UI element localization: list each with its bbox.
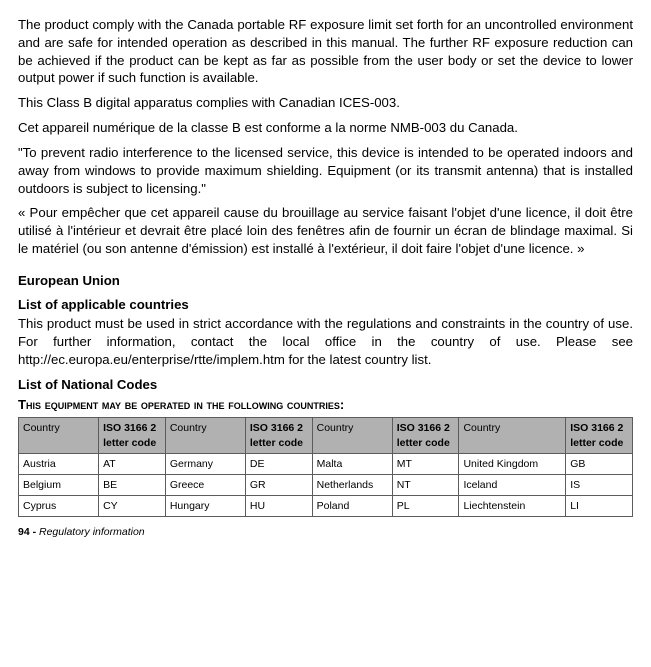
col-header-code: ISO 3166 2 letter code (566, 418, 633, 453)
cell-country: Cyprus (19, 496, 99, 517)
cell-country: Iceland (459, 474, 566, 495)
subheading-applicable-countries: List of applicable countries (18, 296, 633, 314)
table-row: Cyprus CY Hungary HU Poland PL Liechtens… (19, 496, 633, 517)
cell-code: IS (566, 474, 633, 495)
cell-code: NT (392, 474, 459, 495)
col-header-country: Country (19, 418, 99, 453)
table-row: Austria AT Germany DE Malta MT United Ki… (19, 453, 633, 474)
col-header-country: Country (312, 418, 392, 453)
footer-title: Regulatory information (36, 526, 145, 538)
cell-code: DE (245, 453, 312, 474)
body-paragraph: « Pour empêcher que cet appareil cause d… (18, 204, 633, 257)
country-codes-table: Country ISO 3166 2 letter code Country I… (18, 417, 633, 517)
equipment-countries-caption: This equipment may be operated in the fo… (18, 396, 633, 414)
body-paragraph: Cet appareil numérique de la classe B es… (18, 119, 633, 137)
cell-country: Germany (165, 453, 245, 474)
cell-code: MT (392, 453, 459, 474)
cell-country: Poland (312, 496, 392, 517)
cell-country: Liechtenstein (459, 496, 566, 517)
col-header-code: ISO 3166 2 letter code (392, 418, 459, 453)
cell-code: AT (99, 453, 166, 474)
cell-country: Austria (19, 453, 99, 474)
section-heading-eu: European Union (18, 272, 633, 290)
table-row: Belgium BE Greece GR Netherlands NT Icel… (19, 474, 633, 495)
table-header-row: Country ISO 3166 2 letter code Country I… (19, 418, 633, 453)
cell-code: GB (566, 453, 633, 474)
body-paragraph: "To prevent radio interference to the li… (18, 144, 633, 197)
cell-code: HU (245, 496, 312, 517)
cell-country: Malta (312, 453, 392, 474)
body-paragraph: This product must be used in strict acco… (18, 315, 633, 368)
col-header-country: Country (165, 418, 245, 453)
cell-code: BE (99, 474, 166, 495)
col-header-code: ISO 3166 2 letter code (245, 418, 312, 453)
cell-code: PL (392, 496, 459, 517)
body-paragraph: This Class B digital apparatus complies … (18, 94, 633, 112)
cell-code: LI (566, 496, 633, 517)
cell-country: United Kingdom (459, 453, 566, 474)
cell-code: CY (99, 496, 166, 517)
cell-country: Netherlands (312, 474, 392, 495)
page-number: 94 - (18, 526, 36, 538)
col-header-code: ISO 3166 2 letter code (99, 418, 166, 453)
page-footer: 94 - Regulatory information (18, 525, 633, 539)
cell-country: Hungary (165, 496, 245, 517)
body-paragraph: The product comply with the Canada porta… (18, 16, 633, 87)
cell-country: Greece (165, 474, 245, 495)
subheading-national-codes: List of National Codes (18, 376, 633, 394)
cell-code: GR (245, 474, 312, 495)
col-header-country: Country (459, 418, 566, 453)
cell-country: Belgium (19, 474, 99, 495)
